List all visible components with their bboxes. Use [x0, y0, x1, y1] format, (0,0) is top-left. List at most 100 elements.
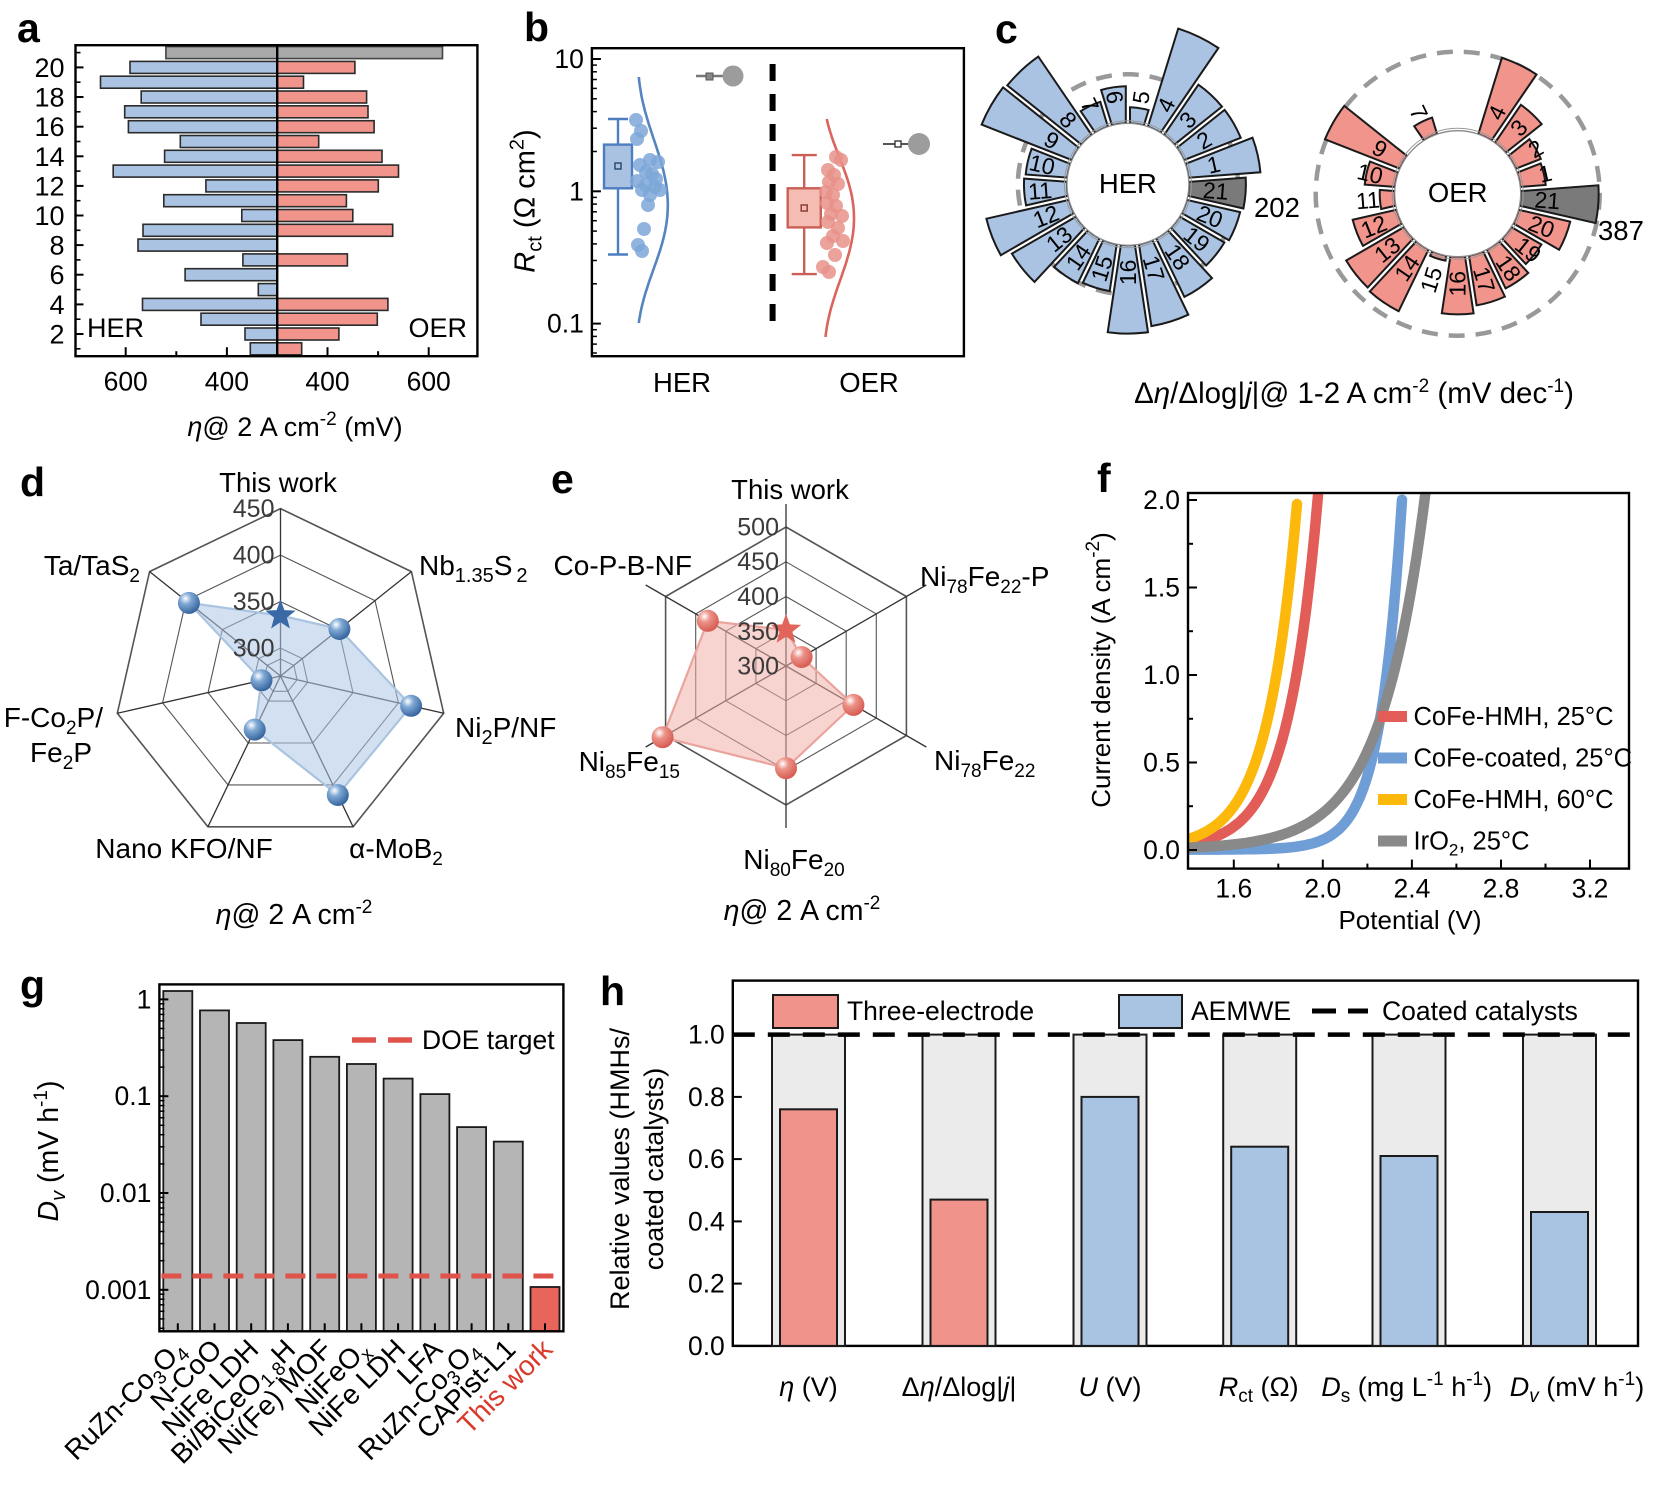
svg-text:CoFe-HMH, 25°C: CoFe-HMH, 25°C [1414, 703, 1614, 731]
svg-text:g: g [20, 962, 45, 1008]
svg-text:400: 400 [205, 367, 249, 397]
svg-text:η@ 2 A cm-2​: η@ 2 A cm-2​ [216, 897, 373, 931]
svg-text:coated catalysts): coated catalysts) [639, 1068, 669, 1271]
svg-text:0.8: 0.8 [688, 1082, 725, 1112]
svg-text:Three-electrode: Three-electrode [847, 996, 1034, 1026]
svg-text:300: 300 [233, 635, 275, 663]
svg-text:CoFe-HMH, 60°C: CoFe-HMH, 60°C [1414, 786, 1614, 814]
svg-text:16: 16 [1445, 271, 1471, 297]
svg-text:Ds​ (mg L-1​ h-1​): Ds​ (mg L-1​ h-1​) [1321, 1369, 1492, 1407]
svg-text:Nano KFO/NF: Nano KFO/NF [95, 833, 272, 864]
svg-text:10: 10 [1355, 158, 1386, 189]
svg-text:1: 1 [1205, 151, 1223, 179]
svg-text:12: 12 [34, 171, 64, 201]
svg-text:0.5: 0.5 [1143, 748, 1180, 778]
svg-text:α-MoB2​: α-MoB2​ [349, 833, 443, 870]
svg-text:21: 21 [1202, 177, 1229, 205]
svg-text:h: h [600, 968, 625, 1014]
svg-text:f: f [1097, 455, 1111, 501]
svg-text:1.5: 1.5 [1143, 573, 1180, 603]
svg-text:3.2: 3.2 [1572, 874, 1609, 904]
svg-text:11: 11 [1355, 187, 1381, 215]
svg-text:Ni2​P/NF: Ni2​P/NF [455, 712, 556, 749]
svg-text:1: 1 [569, 176, 584, 206]
svg-text:5: 5 [1127, 89, 1155, 106]
svg-text:350: 350 [737, 618, 779, 646]
svg-text:1: 1 [137, 984, 152, 1014]
svg-text:10: 10 [554, 44, 583, 74]
svg-text:350: 350 [233, 588, 275, 616]
svg-text:Potential (V): Potential (V) [1338, 905, 1481, 935]
svg-text:e: e [551, 456, 574, 502]
svg-text:400: 400 [305, 367, 349, 397]
svg-text:0.01: 0.01 [100, 1178, 152, 1208]
svg-text:0.4: 0.4 [688, 1206, 725, 1236]
svg-text:Rct​ (Ω): Rct​ (Ω) [1219, 1372, 1299, 1407]
svg-text:Ni85​Fe15​: Ni85​Fe15​ [579, 746, 680, 783]
svg-text:11: 11 [1027, 177, 1053, 205]
svg-text:2.8: 2.8 [1483, 874, 1520, 904]
svg-text:0.1: 0.1 [115, 1081, 152, 1111]
svg-text:1.0: 1.0 [688, 1020, 725, 1050]
svg-text:This work: This work [731, 474, 849, 505]
svg-text:450: 450 [737, 548, 779, 576]
svg-text:400: 400 [233, 542, 275, 570]
svg-text:AEMWE: AEMWE [1191, 996, 1291, 1026]
svg-text:a: a [17, 5, 41, 51]
svg-text:16: 16 [34, 112, 64, 142]
svg-text:6: 6 [1101, 89, 1129, 106]
svg-text:Ta/TaS2​: Ta/TaS2​ [44, 550, 140, 587]
svg-text:U (V): U (V) [1079, 1372, 1142, 1402]
svg-text:Δη/Δlog|j|@ 1-2 A cm-2​ (mV de: Δη/Δlog|j|@ 1-2 A cm-2​ (mV dec-1​) [1134, 376, 1574, 410]
svg-text:d: d [20, 459, 45, 505]
svg-text:DOE target: DOE target [422, 1025, 555, 1055]
svg-text:HER: HER [87, 313, 144, 343]
svg-text:Current density (A cm-2​): Current density (A cm-2​) [1083, 532, 1116, 808]
svg-text:F-Co2​P/: F-Co2​P/ [4, 702, 103, 739]
svg-text:18: 18 [34, 83, 64, 113]
svg-text:500: 500 [737, 514, 779, 542]
svg-text:Nb1.35​S 2​: Nb1.35​S 2​ [419, 550, 528, 587]
svg-text:202: 202 [1254, 192, 1300, 223]
svg-text:2: 2 [49, 320, 64, 350]
svg-text:2.0: 2.0 [1143, 485, 1180, 515]
svg-text:1: 1 [1536, 160, 1554, 188]
svg-text:0.0: 0.0 [1143, 835, 1180, 865]
svg-text:Δη/Δlog|j|: Δη/Δlog|j| [902, 1372, 1017, 1402]
svg-text:HER: HER [653, 367, 711, 398]
svg-text:OER: OER [839, 367, 899, 398]
svg-text:300: 300 [737, 653, 779, 681]
svg-text:14: 14 [34, 142, 64, 172]
svg-text:450: 450 [233, 495, 275, 523]
svg-text:0.2: 0.2 [688, 1269, 725, 1299]
svg-text:10: 10 [1027, 149, 1058, 180]
svg-text:η@ 2 A cm-2​ (mV): η@ 2 A cm-2​ (mV) [187, 409, 402, 442]
svg-text:0.1: 0.1 [547, 309, 584, 339]
svg-text:6: 6 [49, 260, 64, 290]
svg-text:Coated catalysts: Coated catalysts [1382, 996, 1578, 1026]
svg-text:η (V): η (V) [779, 1372, 838, 1402]
svg-text:OER: OER [1428, 177, 1488, 208]
svg-text:0.6: 0.6 [688, 1144, 725, 1174]
svg-text:CoFe-coated, 25°C: CoFe-coated, 25°C [1414, 745, 1633, 773]
svg-text:21: 21 [1534, 186, 1561, 214]
svg-text:b: b [524, 4, 549, 50]
svg-text:387: 387 [1598, 215, 1644, 246]
svg-text:2.0: 2.0 [1304, 874, 1341, 904]
svg-text:8: 8 [49, 231, 64, 261]
svg-text:Relative values (HMHs/: Relative values (HMHs/ [605, 1027, 635, 1310]
svg-text:HER: HER [1099, 168, 1157, 199]
svg-text:1.6: 1.6 [1215, 874, 1252, 904]
svg-text:This work: This work [219, 467, 337, 498]
svg-text:2.4: 2.4 [1393, 874, 1430, 904]
svg-text:0.001: 0.001 [85, 1275, 151, 1305]
svg-text:1.0: 1.0 [1143, 660, 1180, 690]
svg-text:20: 20 [34, 53, 64, 83]
svg-text:Ni78​Fe22​-P: Ni78​Fe22​-P [920, 561, 1049, 598]
svg-text:η@ 2 A cm-2​: η@ 2 A cm-2​ [724, 893, 881, 927]
svg-text:IrO2​, 25°C: IrO2​, 25°C [1414, 828, 1530, 860]
svg-text:OER: OER [408, 313, 467, 343]
svg-text:600: 600 [407, 367, 451, 397]
svg-text:10: 10 [34, 201, 64, 231]
svg-text:600: 600 [104, 367, 148, 397]
